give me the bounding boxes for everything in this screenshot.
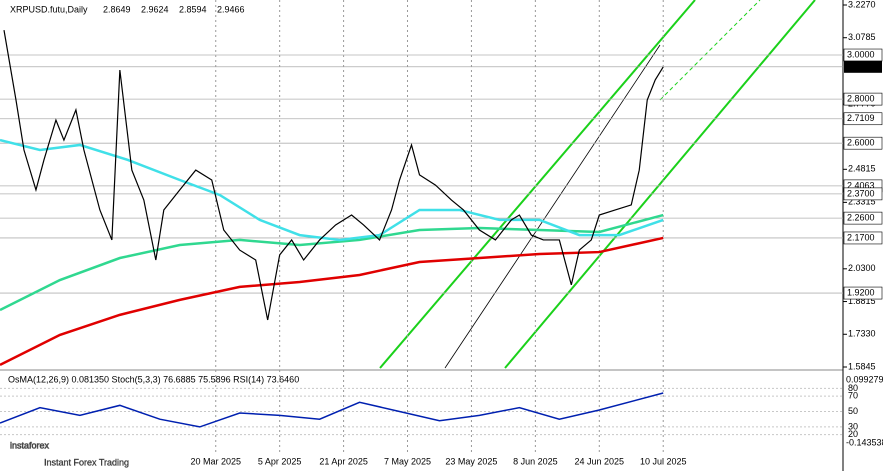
level-tag (843, 112, 883, 126)
level-tag (843, 136, 883, 150)
osc-tick-label: 30 (848, 421, 858, 431)
level-tag (843, 187, 883, 201)
level-tag (843, 231, 883, 245)
ohlc-value: 2.8649 (103, 4, 131, 14)
series-line (0, 236, 664, 367)
y-tick-label: 3.0785 (848, 32, 876, 42)
x-tick-label: 23 May 2025 (445, 456, 497, 466)
y-tick-label: 1.7330 (848, 329, 876, 339)
series-line (0, 213, 664, 312)
osc-tick-label: 70 (848, 390, 858, 400)
plot-bg (0, 0, 843, 471)
ohlc-value: 2.9624 (141, 4, 169, 14)
level-label: 3.0000 (847, 49, 875, 59)
trend-line (659, 0, 761, 101)
level-tag (843, 211, 883, 225)
channel-line (504, 0, 816, 369)
x-tick-label: 7 May 2025 (384, 456, 431, 466)
y-tick-label: 2.0300 (848, 263, 876, 273)
series-line (0, 138, 664, 242)
channels (379, 0, 816, 369)
level-label: 2.3700 (847, 188, 875, 198)
osc-tick-label: 20 (848, 429, 858, 439)
level-label: 2.2600 (847, 212, 875, 222)
level-label: 2.7109 (847, 113, 875, 123)
y-tick-label: 2.4815 (848, 164, 876, 174)
oscillator-label: OsMA(12,26,9) 0.081350 Stoch(5,3,3) 76.6… (8, 374, 299, 384)
current-tag (844, 60, 882, 73)
level-tag (843, 92, 883, 106)
x-tick-label: 8 Jun 2025 (513, 456, 558, 466)
x-tick-label: 5 Apr 2025 (258, 456, 302, 466)
level-label: 2.8000 (847, 93, 875, 103)
y-tick-label: 1.8815 (848, 296, 876, 306)
chart-title: XRPUSD.futu,Daily (10, 4, 88, 14)
osc-tick-label: 80 (848, 383, 858, 393)
brand: instaforex (10, 440, 50, 450)
ohlc-value: 2.8594 (179, 4, 207, 14)
channel-line (379, 0, 696, 369)
x-tick-label: 20 Mar 2025 (190, 456, 241, 466)
level-label: 2.1700 (847, 232, 875, 242)
x-tick-label: 24 Jun 2025 (575, 456, 625, 466)
level-label: 2.6000 (847, 138, 875, 148)
level-label: 1.9200 (847, 287, 875, 297)
x-tick-label: 21 Apr 2025 (319, 456, 368, 466)
y-tick-label: 3.2270 (848, 0, 876, 9)
ohlc-value: 2.9466 (217, 4, 245, 14)
level-label: 2.4063 (847, 180, 875, 190)
y-tick-label: 2.3315 (848, 197, 876, 207)
level-tag (843, 286, 883, 300)
osc-tick-label: 50 (848, 406, 858, 416)
y-tick-label: 1.5845 (848, 361, 876, 371)
tagline: Instant Forex Trading (44, 457, 129, 467)
series-line (0, 392, 664, 428)
osc-scale-label: 0.099279 (846, 374, 883, 384)
x-tick-label: 10 Jul 2025 (640, 456, 687, 466)
osc-scale-label: -0.143538 (846, 437, 883, 447)
current-label: 2.9466 (847, 61, 875, 71)
series-line (3, 30, 664, 321)
